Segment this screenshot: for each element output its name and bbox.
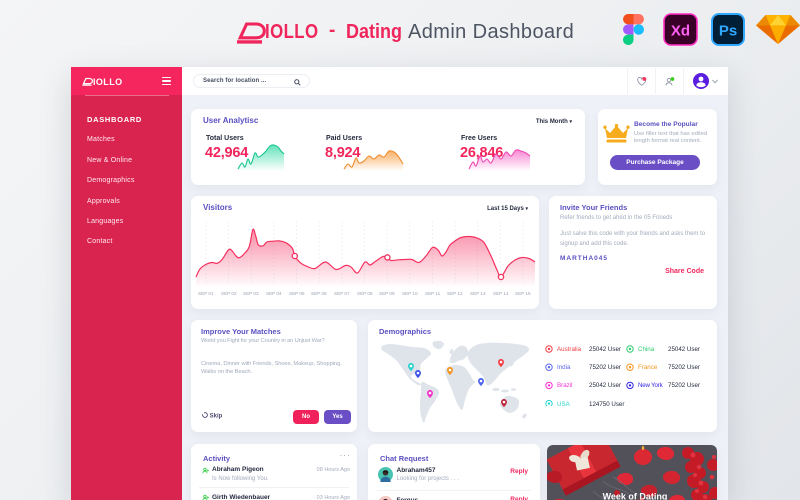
svg-text:Ps: Ps bbox=[719, 23, 737, 40]
svg-text:Week of Dating: Week of Dating bbox=[603, 492, 668, 500]
svg-text:Xd: Xd bbox=[671, 23, 690, 40]
